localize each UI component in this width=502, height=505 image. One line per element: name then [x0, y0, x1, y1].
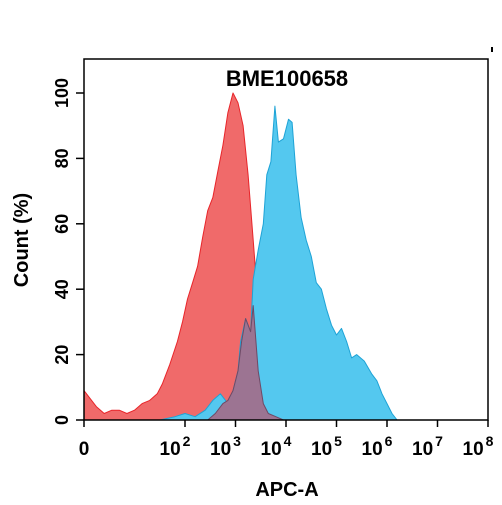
histogram-series-3: [207, 305, 284, 421]
x-tick-label: 10 5: [311, 433, 342, 460]
y-tick-label: 80: [52, 148, 72, 168]
x-axis-ticks: 0 10 2 10 3 10 4 10 5 10 6 10 7 10 8: [79, 420, 494, 460]
corner-mark: [491, 47, 493, 52]
y-tick-label: 40: [52, 279, 72, 299]
x-tick-label: 10 6: [362, 433, 393, 460]
x-tick-label: 10 7: [412, 433, 443, 460]
y-tick-label: 0: [52, 415, 72, 425]
x-tick-label: 10 4: [261, 433, 292, 460]
x-tick-label: 10 3: [210, 433, 241, 460]
x-axis-label: APC-A: [255, 479, 318, 501]
histogram-series-layer: [83, 92, 398, 421]
y-tick-label: 60: [52, 214, 72, 234]
chart-title: BME100658: [226, 66, 348, 91]
histogram-series-1: [83, 92, 284, 421]
y-tick-label: 100: [52, 78, 72, 108]
x-tick-label: 0: [79, 439, 90, 460]
x-tick-label: 10 2: [160, 433, 191, 460]
x-tick-label: 10 8: [463, 433, 494, 460]
y-tick-label: 20: [52, 345, 72, 365]
y-axis-label: Count (%): [11, 193, 33, 287]
y-axis-ticks: 0 20 40 60 80 100: [52, 78, 84, 425]
